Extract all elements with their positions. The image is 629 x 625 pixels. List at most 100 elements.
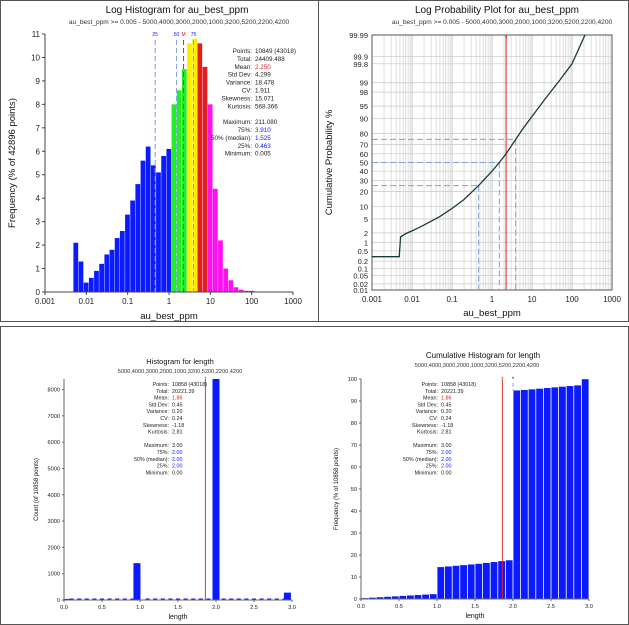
x-tick-label: 1.5 bbox=[471, 604, 479, 610]
x-tick-label: 2.5 bbox=[250, 605, 258, 611]
histogram-bar bbox=[130, 200, 136, 292]
y-tick-label: 1 bbox=[36, 265, 41, 274]
stats-label: Total: bbox=[237, 56, 252, 63]
histogram-bar bbox=[161, 155, 167, 292]
histogram-bar bbox=[171, 104, 177, 292]
histogram-bar bbox=[212, 379, 220, 600]
histogram-bar bbox=[125, 214, 130, 292]
stat-marker-label: 75 bbox=[191, 32, 197, 38]
y-tick-label: 70 bbox=[360, 141, 368, 150]
histogram-bar bbox=[140, 160, 146, 292]
stats-label: Variance: bbox=[147, 409, 169, 415]
stats-value: 0.24 bbox=[172, 416, 183, 422]
stats-value: 0.463 bbox=[255, 143, 271, 150]
y-tick-label: 98 bbox=[360, 88, 368, 97]
y-tick-label: 99.8 bbox=[353, 60, 368, 69]
stats-value: 2.00 bbox=[172, 457, 183, 463]
x-tick-label: 10 bbox=[528, 295, 537, 304]
cumulative-bar bbox=[490, 562, 498, 599]
bottom-panel: Histogram for length 5000,4000,3000,2000,… bbox=[0, 326, 629, 625]
histogram-bar bbox=[207, 104, 213, 292]
stats-value: 568.366 bbox=[255, 103, 278, 110]
y-tick-label: 1 bbox=[364, 238, 368, 247]
stats-value: 20221.39 bbox=[441, 389, 463, 395]
stats-label: Std Dev: bbox=[148, 402, 169, 408]
x-tick-label: 2.0 bbox=[509, 604, 517, 610]
y-tick-label: 80 bbox=[351, 421, 357, 427]
stats-value: 0.45 bbox=[441, 402, 452, 408]
y-tick-label: 99.99 bbox=[349, 31, 368, 40]
histogram-bar bbox=[197, 43, 203, 292]
mean-marker: * bbox=[204, 377, 207, 383]
stats-label: Mean: bbox=[154, 396, 169, 402]
x-tick-label: 1 bbox=[490, 295, 495, 304]
stats-label: Kurtosis: bbox=[148, 430, 169, 436]
histogram-bar bbox=[233, 287, 239, 292]
stats-label: Std Dev: bbox=[228, 72, 252, 79]
y-tick-label: 20 bbox=[351, 553, 357, 559]
histogram-bar bbox=[166, 148, 172, 292]
stats-label: 25%: bbox=[238, 143, 253, 150]
y-tick-label: 30 bbox=[351, 531, 357, 537]
histogram-bar bbox=[133, 563, 141, 600]
y-tick-label: 0.05 bbox=[353, 271, 368, 280]
chart-title: Cumulative Histogram for length bbox=[426, 351, 540, 360]
cumulative-bar bbox=[528, 389, 536, 599]
histogram-bar bbox=[84, 598, 89, 600]
x-tick-label: 0.0 bbox=[60, 605, 68, 611]
stats-label: 50% (median): bbox=[134, 457, 169, 463]
stats-value: 15.071 bbox=[255, 95, 275, 102]
cumulative-bar bbox=[521, 390, 528, 599]
histogram-bar bbox=[221, 598, 226, 600]
y-tick-label: 99.9 bbox=[353, 53, 368, 62]
y-tick-label: 30 bbox=[360, 176, 368, 185]
histogram-bar bbox=[252, 598, 256, 600]
stat-marker-label: 50 bbox=[174, 32, 180, 38]
x-tick-label: 0.01 bbox=[404, 295, 420, 304]
stats-label: Skewness: bbox=[412, 423, 438, 429]
stats-label: Mean: bbox=[423, 396, 438, 402]
stats-label: Maximum: bbox=[413, 443, 438, 449]
y-tick-label: 5000 bbox=[48, 466, 60, 472]
x-tick-label: 0.1 bbox=[122, 297, 134, 306]
histogram-bar bbox=[206, 598, 211, 600]
cumulative-bar bbox=[460, 565, 467, 599]
cumulative-bar bbox=[566, 386, 574, 599]
histogram-bar bbox=[160, 598, 165, 600]
stats-value: 10858 (43018) bbox=[441, 382, 476, 388]
histogram-bar bbox=[145, 598, 150, 600]
stats-value: 211.080 bbox=[255, 119, 278, 126]
y-tick-label: 50 bbox=[360, 159, 368, 168]
y-tick-label: 1000 bbox=[48, 572, 60, 578]
cumulative-bar bbox=[445, 566, 452, 599]
y-axis-label: Frequency (% of 42896 points) bbox=[7, 98, 18, 228]
stats-label: Std Dev: bbox=[417, 402, 438, 408]
histogram-bar bbox=[63, 598, 71, 600]
x-tick-label: 1 bbox=[167, 297, 172, 306]
histogram-bar bbox=[114, 238, 120, 292]
y-axis-label: Frequency (% of 10858 points) bbox=[334, 448, 340, 530]
y-tick-label: 0.1 bbox=[358, 264, 368, 273]
histogram-bar bbox=[283, 592, 291, 600]
histogram-bar bbox=[168, 598, 173, 600]
x-tick-label: 3.0 bbox=[288, 605, 296, 611]
histogram-bar bbox=[228, 280, 234, 292]
x-tick-label: 0.01 bbox=[79, 297, 95, 306]
cumulative-bar bbox=[513, 390, 521, 599]
x-tick-label: 100 bbox=[245, 297, 259, 306]
histogram-bar bbox=[77, 598, 82, 600]
x-tick-label: 1.0 bbox=[136, 605, 144, 611]
y-tick-label: 7 bbox=[36, 124, 41, 133]
stats-value: 1.86 bbox=[172, 396, 183, 402]
y-tick-label: 95 bbox=[360, 102, 368, 111]
cumulative-bar bbox=[391, 596, 399, 599]
y-tick-label: 8000 bbox=[48, 388, 60, 394]
histogram-bar bbox=[187, 43, 192, 292]
histogram-bar bbox=[183, 598, 188, 600]
x-tick-label: 0.5 bbox=[395, 604, 403, 610]
stats-value: 1.911 bbox=[255, 88, 271, 95]
y-tick-label: 10 bbox=[351, 575, 357, 581]
histogram-bar bbox=[236, 598, 241, 600]
cumulative-bar bbox=[536, 388, 543, 599]
x-tick-label: 10 bbox=[206, 297, 215, 306]
